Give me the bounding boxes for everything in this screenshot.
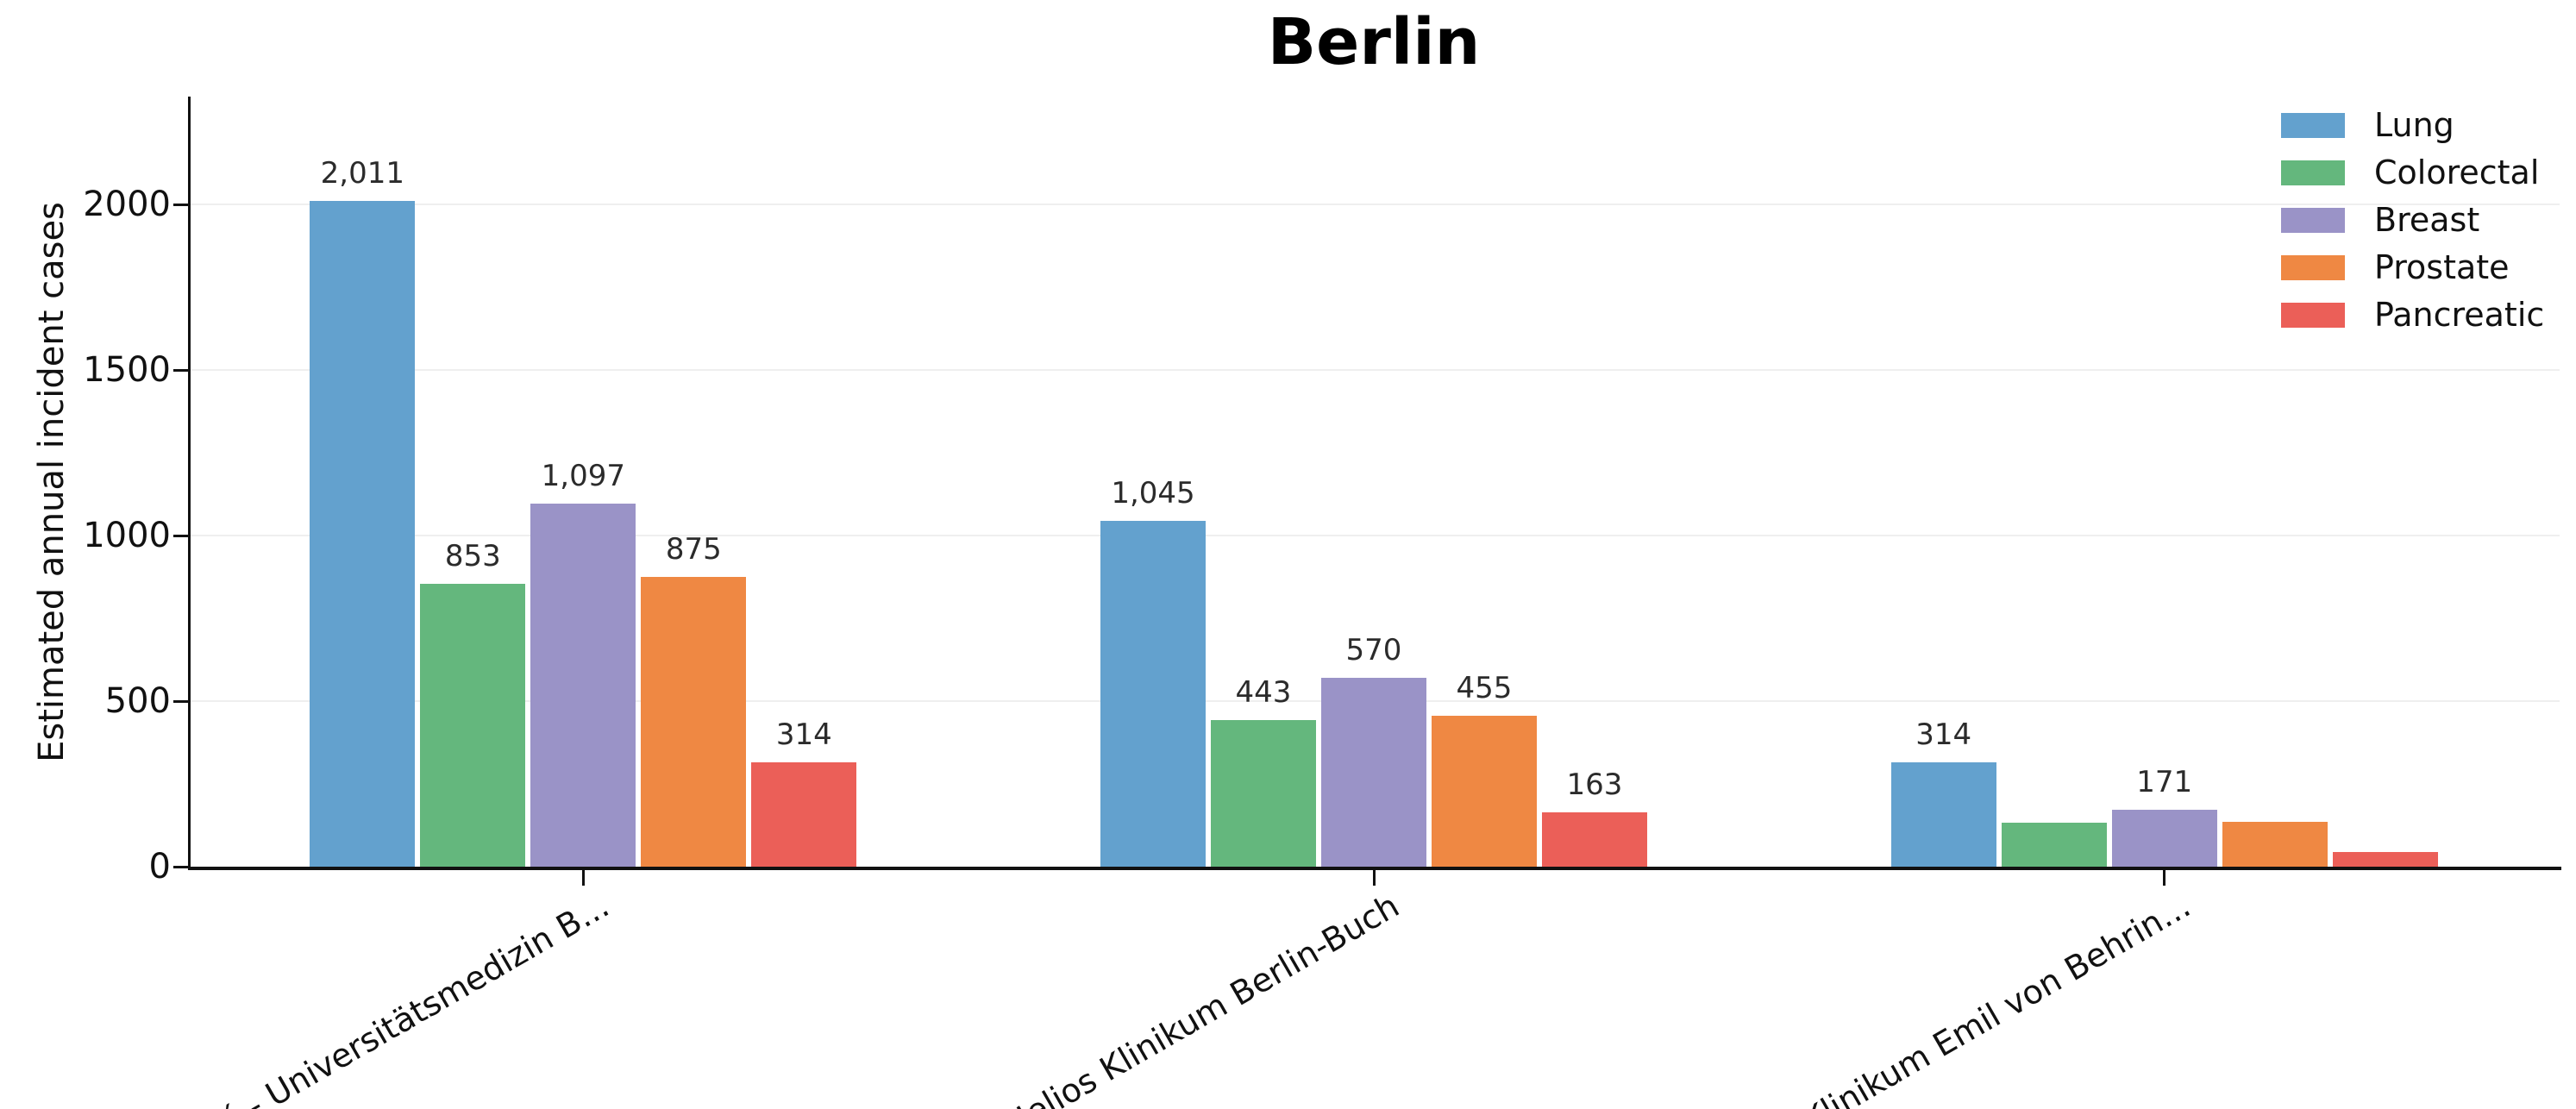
- bar-pancreatic: [2332, 852, 2438, 867]
- legend-swatch-breast: [2281, 208, 2345, 233]
- bar-pancreatic: [751, 762, 857, 867]
- bar-value-label: 163: [1566, 768, 1623, 802]
- bar-breast: [2111, 810, 2217, 867]
- x-tick-label: Helios Klinikum Emil von Behrin...: [1700, 887, 2197, 1109]
- y-tick-mark: [173, 700, 188, 703]
- bar-value-label: 875: [665, 532, 722, 567]
- bar-value-label: 570: [1345, 633, 1402, 667]
- bar-value-label: 171: [2136, 765, 2193, 799]
- chart-title: Berlin: [1267, 5, 1481, 79]
- bar-prostate: [1432, 716, 1537, 867]
- bar-value-label: 2,011: [320, 156, 404, 191]
- legend-row: Lung: [2281, 102, 2544, 149]
- y-tick-label: 0: [148, 847, 171, 887]
- bar-value-label: 314: [1915, 717, 1972, 752]
- legend-label: Pancreatic: [2374, 296, 2545, 334]
- bar-colorectal: [2001, 823, 2107, 867]
- x-tick-mark: [2163, 870, 2166, 886]
- y-tick-mark: [173, 866, 188, 868]
- y-tick-label: 2000: [83, 185, 171, 224]
- legend-row: Prostate: [2281, 244, 2544, 291]
- legend-swatch-pancreatic: [2281, 303, 2345, 328]
- bar-lung: [1890, 762, 1996, 867]
- x-tick-label: Charité - Universitätsmedizin B...: [127, 887, 616, 1109]
- bar-value-label: 455: [1456, 671, 1513, 705]
- bar-lung: [310, 201, 416, 867]
- bar-value-label: 443: [1235, 675, 1292, 710]
- legend-label: Lung: [2374, 106, 2454, 144]
- bar-pancreatic: [1542, 812, 1647, 867]
- bar-value-label: 314: [775, 717, 832, 752]
- bar-lung: [1100, 521, 1206, 867]
- legend-label: Colorectal: [2374, 154, 2540, 191]
- bar-colorectal: [420, 584, 526, 867]
- legend-row: Pancreatic: [2281, 291, 2544, 339]
- bar-breast: [530, 504, 636, 867]
- y-tick-label: 1000: [83, 516, 171, 555]
- bar-value-label: 853: [444, 539, 501, 573]
- bar-prostate: [2222, 822, 2328, 867]
- bar-value-label: 1,045: [1111, 476, 1195, 511]
- x-tick-label: Helios Klinikum Berlin-Buch: [998, 887, 1406, 1109]
- gridline: [191, 369, 2560, 371]
- y-tick-mark: [173, 535, 188, 537]
- y-tick-mark: [173, 204, 188, 206]
- gridline: [191, 535, 2560, 536]
- bar-breast: [1321, 678, 1426, 867]
- y-tick-label: 500: [104, 681, 171, 721]
- legend-row: Breast: [2281, 197, 2544, 244]
- x-tick-mark: [1372, 870, 1376, 886]
- legend-label: Breast: [2374, 201, 2480, 239]
- x-axis-spine: [188, 867, 2561, 870]
- legend-swatch-colorectal: [2281, 160, 2345, 185]
- x-tick-mark: [581, 870, 585, 886]
- legend-row: Colorectal: [2281, 149, 2544, 197]
- y-tick-mark: [173, 369, 188, 372]
- bar-prostate: [641, 577, 747, 867]
- legend-label: Prostate: [2374, 248, 2510, 286]
- legend-swatch-lung: [2281, 113, 2345, 138]
- gridline: [191, 204, 2560, 205]
- y-axis-spine: [188, 97, 191, 869]
- legend-swatch-prostate: [2281, 255, 2345, 280]
- bar-colorectal: [1211, 720, 1316, 867]
- bar-value-label: 1,097: [541, 459, 625, 493]
- legend: Lung Colorectal Breast Prostate Pancreatic: [2281, 102, 2544, 339]
- y-tick-label: 1500: [83, 350, 171, 390]
